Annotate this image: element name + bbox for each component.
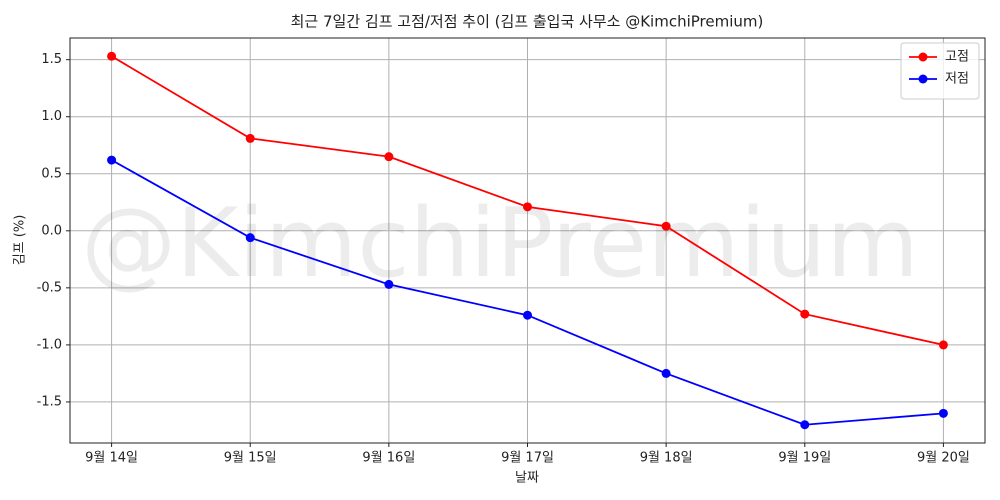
y-tick-label: -1.0 (37, 337, 62, 352)
y-axis-label: 김프 (%) (13, 215, 28, 266)
x-tick-label: 9월 14일 (85, 451, 138, 466)
x-axis-label: 날짜 (515, 471, 539, 486)
point (523, 202, 532, 212)
y-tick-label: 0.5 (41, 166, 62, 181)
chart-title: 최근 7일간 김프 고점/저점 추이 (김프 출입국 사무소 @KimchiPr… (291, 13, 764, 31)
point (523, 310, 532, 320)
point (800, 420, 810, 430)
y-tick-label: 1.5 (41, 52, 62, 67)
point (245, 133, 255, 143)
legend-marker (918, 52, 928, 62)
watermark: @KimchiPremium (81, 189, 919, 299)
x-tick-label: 9월 18일 (640, 451, 693, 466)
point (245, 233, 255, 243)
point (107, 155, 117, 165)
point (107, 51, 117, 61)
y-tick-label: -1.5 (37, 394, 62, 409)
legend-label: 저점 (945, 72, 969, 87)
plot-frame (69, 37, 986, 444)
point (384, 279, 394, 289)
point (938, 408, 948, 418)
y-tick-label: 0.0 (41, 223, 62, 238)
x-tick-label: 9월 20일 (917, 451, 970, 466)
y-tick-label: -0.5 (37, 280, 62, 295)
point (661, 368, 671, 378)
x-tick-label: 9월 19일 (778, 451, 831, 466)
point (938, 340, 948, 350)
point (661, 221, 671, 231)
y-tick-label: 1.0 (41, 109, 62, 124)
point (384, 152, 394, 162)
x-tick-label: 9월 17일 (501, 451, 554, 466)
legend-label: 고점 (945, 50, 969, 65)
x-tick-label: 9월 16일 (362, 451, 415, 466)
x-tick-label: 9월 15일 (224, 451, 277, 466)
point (800, 309, 810, 319)
legend-marker (918, 74, 928, 84)
